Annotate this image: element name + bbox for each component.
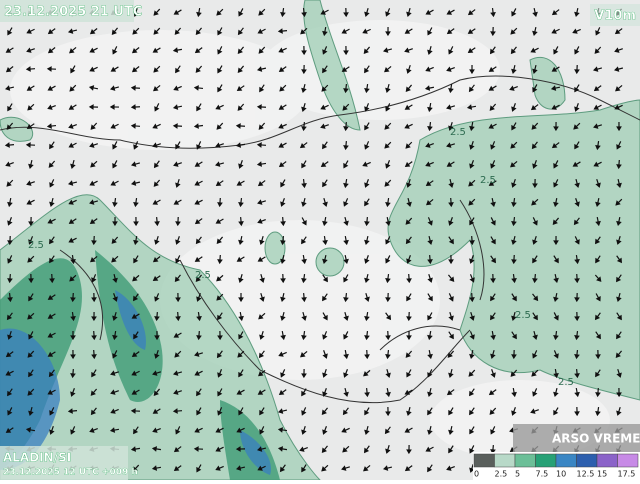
legend-swatch	[495, 454, 516, 467]
legend-label: 5	[515, 470, 520, 479]
contour-label: 2.5	[195, 270, 211, 281]
legend-label: 12.5	[577, 470, 595, 479]
legend-label: 10	[556, 470, 566, 479]
contour-label: 2.5	[558, 377, 574, 388]
contour-label: 2.5	[450, 127, 466, 138]
legend-swatch	[618, 454, 639, 467]
valid-time: 23.12.2025 21 UTC	[4, 5, 142, 20]
legend-swatch	[556, 454, 577, 467]
legend-label: 2.5	[495, 470, 508, 479]
legend-swatch	[597, 454, 618, 467]
legend-swatch	[515, 454, 536, 467]
legend-swatch	[474, 454, 495, 467]
contour-label: 2.5	[480, 175, 496, 186]
legend-label: 7.5	[536, 470, 549, 479]
legend-swatch	[536, 454, 557, 467]
variable: V10m	[594, 9, 636, 24]
contour-label: 2.5	[28, 240, 44, 251]
logo: ARSO VREME	[552, 432, 640, 446]
legend-label: 0	[474, 470, 479, 479]
legend-label: 17.5	[618, 470, 636, 479]
run-time: 23.12.2025 12 UTC +009 h	[3, 468, 138, 478]
legend-swatch	[577, 454, 598, 467]
legend-label: 15	[597, 470, 607, 479]
contour-label: 2.5	[515, 310, 531, 321]
model: ALADIN/SI	[3, 451, 71, 465]
